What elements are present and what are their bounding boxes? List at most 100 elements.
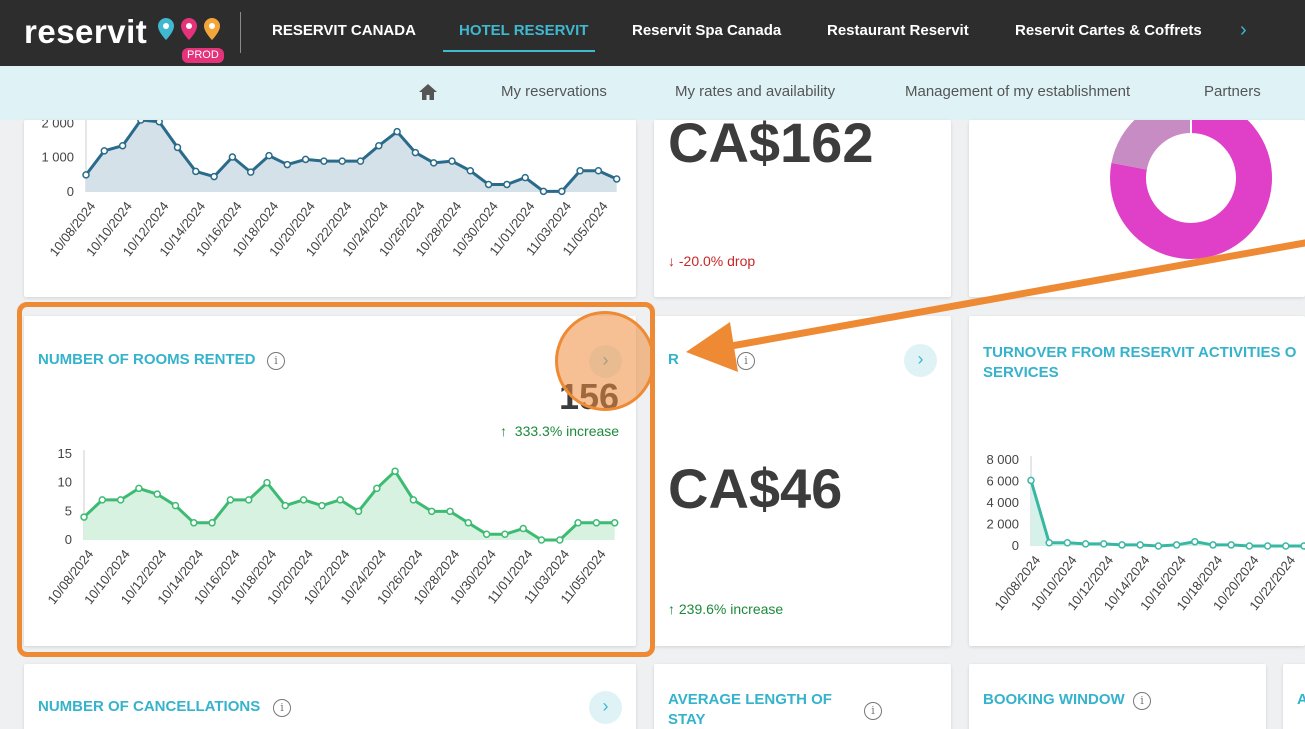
data-point (281, 501, 290, 510)
data-point (82, 171, 90, 179)
series-line (84, 120, 618, 193)
data-point (299, 496, 308, 504)
data-point (1118, 541, 1126, 549)
location-pins-icon (158, 18, 220, 40)
data-point (592, 519, 601, 527)
data-point (208, 519, 216, 527)
data-point (373, 484, 381, 493)
data-point (576, 166, 584, 175)
data-point (116, 496, 125, 504)
revpar-detail-button[interactable]: › (904, 344, 937, 377)
data-point (1209, 541, 1217, 549)
data-point (501, 530, 509, 539)
data-point (192, 167, 200, 176)
y-tick-label: 6 000 (986, 474, 1019, 489)
data-point (411, 148, 420, 157)
subnav-my-reservations[interactable]: My reservations (501, 83, 607, 100)
topnav-hotel-reservit[interactable]: HOTEL RESERVIT (459, 22, 589, 39)
data-point (1100, 540, 1108, 548)
home-icon[interactable] (418, 82, 438, 102)
data-point (320, 157, 328, 165)
subnav-rates-availability[interactable]: My rates and availability (675, 83, 836, 100)
revpar-delta-text: 239.6% increase (678, 601, 784, 617)
data-point (301, 155, 310, 164)
topnav-restaurant[interactable]: Restaurant Reservit (827, 22, 969, 39)
info-icon[interactable]: i (864, 702, 882, 720)
data-point (612, 175, 621, 183)
card-average-rate: CA$162 ↓ -20.0% drop (654, 120, 951, 297)
active-tab-underline (443, 50, 595, 52)
data-point (610, 519, 619, 527)
series-area (1031, 480, 1305, 546)
data-point (1172, 541, 1181, 549)
data-point (1227, 541, 1235, 549)
data-point (556, 536, 564, 544)
donut-slice (1110, 120, 1272, 259)
cancellations-detail-button[interactable]: › (589, 691, 622, 724)
topnav-cartes-coffrets[interactable]: Reservit Cartes & Coffrets (1015, 22, 1202, 39)
data-point (228, 153, 237, 161)
chevron-right-icon[interactable]: › (1240, 19, 1247, 41)
info-icon[interactable]: i (1133, 692, 1151, 710)
series-line (1029, 480, 1305, 548)
data-point (100, 147, 109, 155)
data-point (137, 120, 145, 124)
booking-window-title: BOOKING WINDOW (983, 691, 1125, 708)
data-point (1300, 542, 1305, 550)
data-point (1045, 539, 1053, 547)
reservit-logo[interactable]: reservit PROD (24, 13, 229, 63)
data-point (409, 496, 418, 504)
data-point (338, 157, 346, 165)
y-tick-label: 8 000 (986, 452, 1019, 467)
data-point (226, 496, 235, 504)
data-point (263, 478, 271, 487)
data-point (1063, 539, 1072, 547)
data-point (1136, 541, 1144, 549)
data-point (503, 180, 511, 189)
series-area (86, 120, 617, 192)
rooms-rented-chart: 15105010/08/202410/10/202410/12/202410/1… (44, 446, 619, 607)
card-average-stay: AVERAGE LENGTH OF STAY i (654, 664, 951, 729)
y-tick-label: 2 000 (986, 517, 1019, 532)
donut-chart (1110, 120, 1272, 259)
data-point (356, 157, 365, 165)
data-point (1282, 542, 1290, 550)
average-rate-delta-text: -20.0% drop (678, 253, 756, 269)
subnav-partners[interactable]: Partners (1204, 83, 1261, 100)
sub-navigation: My reservations My rates and availabilit… (0, 66, 1305, 120)
turnover-title-line2: SERVICES (983, 364, 1059, 381)
revpar-value: CA$46 (668, 457, 843, 520)
revpar-delta: ↑ 239.6% increase (668, 601, 784, 617)
y-tick-label: 0 (65, 532, 72, 547)
data-point (1154, 542, 1163, 550)
card-rooms-rented: NUMBER OF ROOMS RENTED i › 156 ↑ 333.3% … (24, 316, 636, 646)
info-icon[interactable]: i (267, 352, 285, 370)
topnav-spa[interactable]: Reservit Spa Canada (632, 22, 782, 39)
data-point (484, 180, 493, 189)
card-revpar: R i › CA$46 ↑ 239.6% increase (654, 316, 951, 646)
top-bar: reservit PROD RESERVIT CANADA HOTEL RESE… (0, 0, 1305, 66)
data-point (1081, 540, 1090, 548)
logo-text: reservit (24, 13, 148, 50)
turnover-title-line1: TURNOVER FROM RESERVIT ACTIVITIES O (983, 344, 1297, 361)
card-cancellations: NUMBER OF CANCELLATIONS i › (24, 664, 636, 729)
info-icon[interactable]: i (737, 352, 755, 370)
rooms-rented-delta-text: 333.3% increase (514, 423, 620, 439)
data-point (539, 187, 548, 196)
topnav-reservit-canada[interactable]: RESERVIT CANADA (272, 22, 416, 39)
data-point (118, 141, 127, 150)
data-point (574, 519, 582, 527)
subnav-management[interactable]: Management of my establishment (905, 83, 1131, 100)
data-point (210, 172, 218, 181)
y-tick-label: 0 (67, 184, 74, 199)
y-tick-label: 2 000 (41, 120, 74, 130)
data-point (537, 536, 546, 544)
topbar-divider (240, 12, 241, 53)
data-point (1263, 542, 1272, 550)
y-tick-label: 4 000 (986, 495, 1019, 510)
data-point (558, 187, 566, 196)
y-tick-label: 15 (58, 446, 72, 461)
info-icon[interactable]: i (273, 699, 291, 717)
y-tick-label: 5 (65, 503, 72, 518)
